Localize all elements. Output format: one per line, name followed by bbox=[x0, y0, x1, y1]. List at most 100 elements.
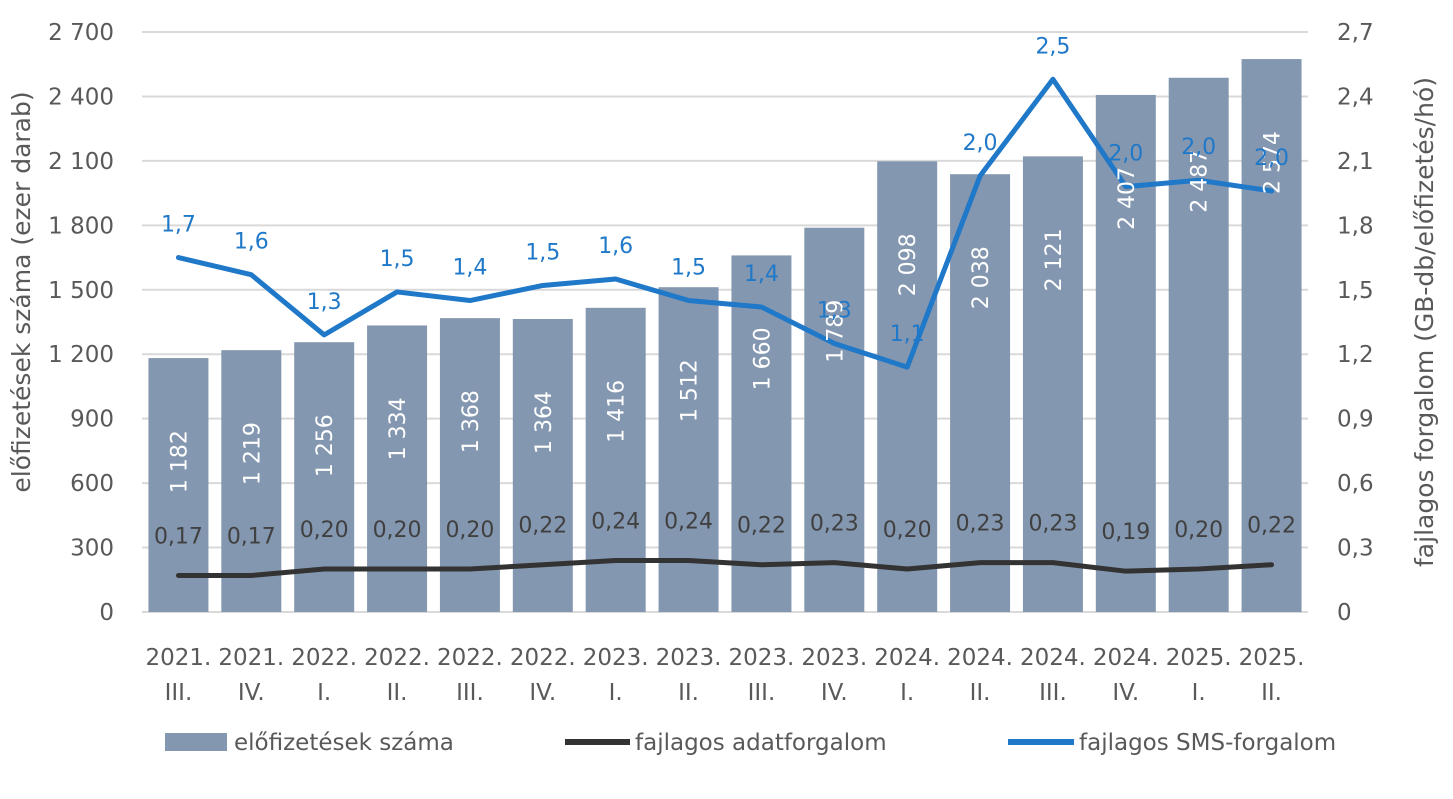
left-tick-label: 600 bbox=[70, 471, 114, 497]
adatforgalom-value-label: 0,20 bbox=[1174, 518, 1223, 543]
right-tick-label: 2,1 bbox=[1337, 149, 1374, 175]
legend-label-adatforgalom: fajlagos adatforgalom bbox=[635, 730, 887, 756]
sms-value-label: 1,7 bbox=[161, 213, 196, 238]
bar-value-label: 2 098 bbox=[896, 233, 921, 296]
bar-value-label: 2 121 bbox=[1042, 228, 1067, 291]
legend-label-bars: előfizetések száma bbox=[234, 730, 454, 756]
adatforgalom-value-label: 0,23 bbox=[956, 512, 1005, 537]
lines-series bbox=[175, 76, 1275, 578]
adatforgalom-value-label: 0,23 bbox=[1028, 512, 1077, 537]
bar bbox=[658, 287, 719, 612]
bar-value-label: 2 574 bbox=[1261, 131, 1286, 194]
bar-value-label: 2 487 bbox=[1188, 150, 1213, 213]
sms-value-label: 1,4 bbox=[744, 262, 779, 287]
adatforgalom-value-label: 0,20 bbox=[300, 518, 349, 543]
x-tick-label-quarter: II. bbox=[678, 680, 699, 706]
x-tick-label-year: 2025. bbox=[1166, 645, 1232, 671]
x-tick-label-year: 2021. bbox=[146, 645, 212, 671]
sms-value-label: 1,5 bbox=[671, 256, 706, 281]
bar bbox=[1095, 94, 1156, 613]
bar-value-label: 2 038 bbox=[969, 246, 994, 309]
x-tick-label-year: 2023. bbox=[801, 645, 867, 671]
adatforgalom-line bbox=[175, 557, 1275, 578]
x-tick-label-year: 2024. bbox=[1020, 645, 1086, 671]
x-tick-label-year: 2022. bbox=[437, 645, 503, 671]
x-tick-label-quarter: III. bbox=[165, 680, 193, 706]
right-tick-label: 0 bbox=[1337, 600, 1352, 626]
x-tick-label-quarter: IV. bbox=[238, 680, 265, 706]
right-tick-label: 0,9 bbox=[1337, 407, 1374, 433]
sms-value-label: 1,3 bbox=[307, 290, 342, 315]
bar bbox=[1022, 156, 1083, 612]
bar bbox=[1168, 77, 1229, 612]
bar-value-label: 1 364 bbox=[532, 391, 557, 454]
adatforgalom-value-label: 0,19 bbox=[1101, 520, 1150, 545]
adatforgalom-value-label: 0,22 bbox=[518, 514, 567, 539]
right-tick-label: 2,7 bbox=[1337, 20, 1374, 46]
sms-value-label: 2,0 bbox=[963, 131, 998, 156]
x-tick-label-quarter: I. bbox=[317, 680, 331, 706]
legend: előfizetések száma fajlagos adatforgalom f… bbox=[165, 730, 1336, 756]
bar bbox=[804, 227, 865, 612]
sms-value-label: 1,1 bbox=[890, 322, 925, 347]
left-tick-label: 2 700 bbox=[48, 20, 114, 46]
left-tick-label: 1 500 bbox=[48, 278, 114, 304]
bar bbox=[1241, 59, 1302, 613]
bars-series bbox=[148, 59, 1302, 613]
bar-value-label: 1 660 bbox=[750, 327, 775, 390]
x-tick-label-year: 2023. bbox=[583, 645, 649, 671]
adatforgalom-value-label: 0,23 bbox=[810, 512, 859, 537]
bar-value-label: 1 512 bbox=[678, 359, 703, 422]
bar-value-label: 1 219 bbox=[240, 422, 265, 485]
bar bbox=[367, 325, 428, 612]
sms-value-label: 1,5 bbox=[380, 247, 415, 272]
left-axis-ticks: 0 300 600 900 1 200 1 500 1 800 2 100 2 400 2 700 bbox=[48, 20, 114, 626]
x-tick-label-quarter: II. bbox=[1261, 680, 1282, 706]
right-tick-label: 2,4 bbox=[1337, 84, 1374, 110]
bar-value-label: 1 256 bbox=[313, 414, 338, 477]
right-tick-label: 1,5 bbox=[1337, 278, 1374, 304]
adatforgalom-value-label: 0,17 bbox=[227, 524, 276, 549]
bar bbox=[585, 307, 646, 612]
adatforgalom-value-label: 0,24 bbox=[664, 509, 713, 534]
x-tick-label-year: 2025. bbox=[1239, 645, 1305, 671]
sms-value-label: 2,0 bbox=[1254, 146, 1289, 171]
x-tick-label-quarter: II. bbox=[970, 680, 991, 706]
right-axis-title: fajlagos forgalom (GB-db/előfizetés/hó) bbox=[1410, 77, 1439, 567]
adatforgalom-value-label: 0,24 bbox=[591, 509, 640, 534]
right-tick-label: 0,6 bbox=[1337, 471, 1374, 497]
bar-value-label: 1 789 bbox=[823, 300, 848, 363]
sms-value-label: 1,6 bbox=[234, 230, 269, 255]
x-tick-label-year: 2024. bbox=[947, 645, 1013, 671]
sms-value-label: 1,5 bbox=[525, 240, 560, 265]
legend-label-sms: fajlagos SMS-forgalom bbox=[1079, 730, 1336, 756]
sms-line bbox=[175, 76, 1275, 370]
x-tick-label-quarter: III. bbox=[456, 680, 484, 706]
sms-value-label: 2,5 bbox=[1035, 34, 1070, 59]
adatforgalom-value-label: 0,22 bbox=[1247, 514, 1296, 539]
sms-value-label: 2,0 bbox=[1108, 142, 1143, 167]
x-tick-label-quarter: IV. bbox=[1112, 680, 1139, 706]
x-tick-label-year: 2024. bbox=[1093, 645, 1159, 671]
sms-value-label: 2,0 bbox=[1181, 135, 1216, 160]
x-axis-ticks: 2021. III. 2021. IV. 2022. I. 2022. II. 2022. III… bbox=[146, 645, 1305, 706]
x-tick-label-quarter: IV. bbox=[529, 680, 556, 706]
x-tick-label-year: 2022. bbox=[510, 645, 576, 671]
x-tick-label-year: 2022. bbox=[291, 645, 357, 671]
x-tick-label-year: 2021. bbox=[218, 645, 284, 671]
adatforgalom-value-label: 0,20 bbox=[445, 518, 494, 543]
x-tick-label-year: 2022. bbox=[364, 645, 430, 671]
bar-value-label: 1 182 bbox=[167, 430, 192, 493]
right-axis-ticks: 0 0,3 0,6 0,9 1,2 1,5 1,8 2,1 2,4 2,7 bbox=[1337, 20, 1374, 626]
right-tick-label: 1,8 bbox=[1337, 213, 1374, 239]
left-axis-title: előfizetések száma (ezer darab) bbox=[7, 91, 36, 492]
x-tick-label-quarter: II. bbox=[387, 680, 408, 706]
x-tick-label-quarter: I. bbox=[900, 680, 914, 706]
bar bbox=[221, 350, 282, 612]
x-tick-label-quarter: III. bbox=[1039, 680, 1067, 706]
legend-swatch-bars bbox=[165, 733, 227, 751]
x-tick-label-quarter: III. bbox=[748, 680, 776, 706]
bar bbox=[148, 358, 209, 612]
bar-value-label: 1 416 bbox=[605, 380, 630, 443]
